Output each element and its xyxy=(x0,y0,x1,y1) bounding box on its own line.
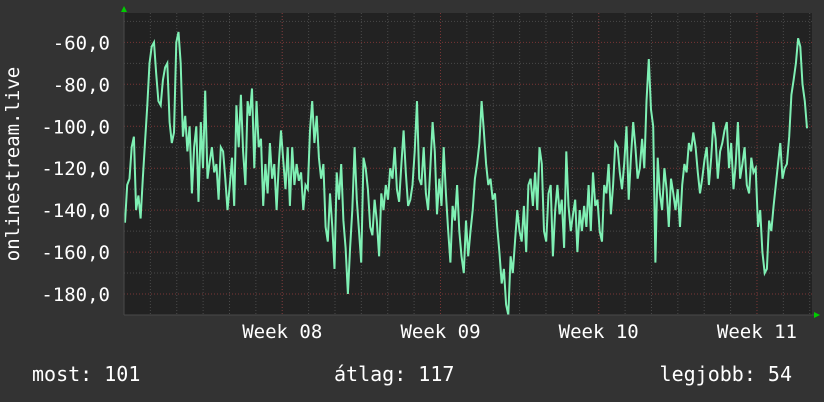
y-tick-label: -180,0 xyxy=(41,284,110,306)
y-axis-arrow-icon xyxy=(121,6,127,12)
y-tick-label: -60,0 xyxy=(53,32,110,54)
data-series-line xyxy=(124,31,808,316)
y-tick-label: -140,0 xyxy=(41,200,110,222)
y-tick-label: -100,0 xyxy=(41,116,110,138)
current-value-stat: most: 101 xyxy=(32,362,141,386)
x-axis-tick-labels: Week 08 Week 09 Week 10 Week 11 xyxy=(242,321,797,343)
y-tick-label: -120,0 xyxy=(41,158,110,180)
x-tick-label: Week 09 xyxy=(400,321,480,343)
plot-area xyxy=(124,13,812,315)
x-tick-label: Week 11 xyxy=(717,321,797,343)
y-axis-tick-labels: -60,0 -80,0 -100,0 -120,0 -140,0 -160,0 -180,0 xyxy=(41,32,110,306)
y-tick-label: -160,0 xyxy=(41,242,110,264)
best-value-stat: legjobb: 54 xyxy=(659,362,792,386)
x-tick-label: Week 10 xyxy=(559,321,639,343)
average-value-stat: átlag: 117 xyxy=(334,362,455,386)
x-axis-arrow-icon xyxy=(814,312,820,318)
y-tick-label: -80,0 xyxy=(53,74,110,96)
x-tick-label: Week 08 xyxy=(242,321,322,343)
stats-footer: most: 101 átlag: 117 legjobb: 54 xyxy=(0,360,824,390)
y-axis-title: onlinestream.live xyxy=(2,67,24,261)
